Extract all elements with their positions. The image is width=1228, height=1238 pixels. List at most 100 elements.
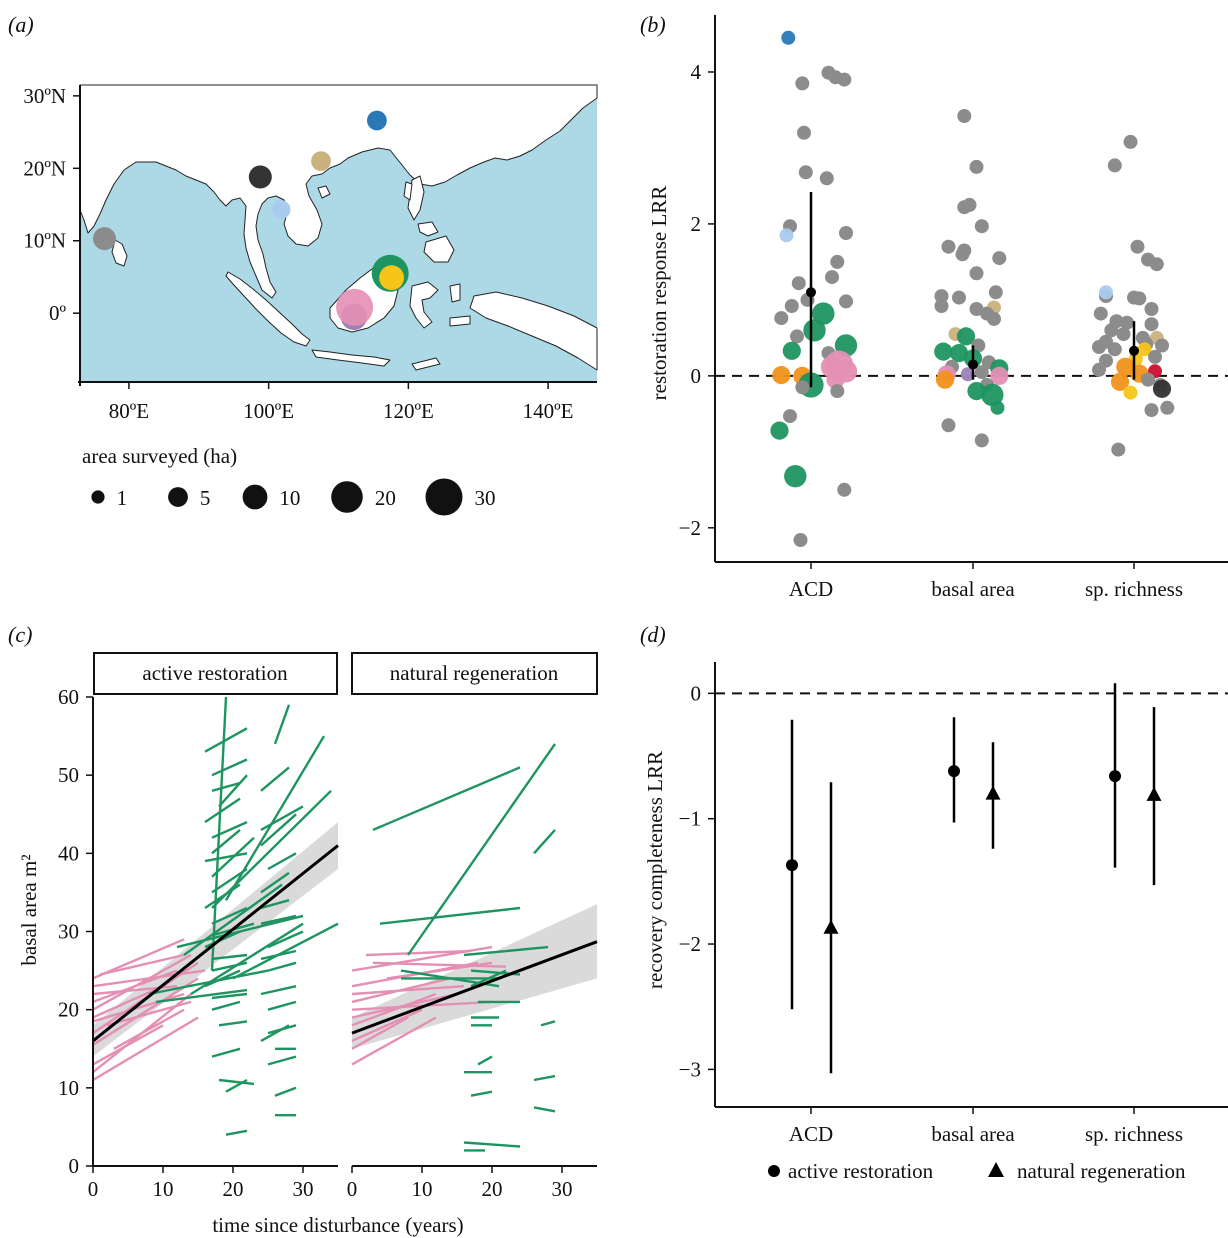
site-marker [311, 151, 331, 172]
estimate-triangle [823, 919, 839, 934]
site-trajectory-pink [365, 949, 472, 957]
site-trajectory-green [211, 781, 241, 792]
map-axes: 80ºE 100ºE 120ºE 140ºE 30ºN 20ºN 10ºN 0º [23, 84, 597, 423]
panel-c-x-tick-label: 30 [293, 1177, 314, 1201]
panel-c-x-tick-label: 20 [223, 1177, 244, 1201]
panel-c-y-tick-label: 10 [58, 1076, 79, 1100]
site-trajectory-green [273, 704, 291, 745]
panel-c-basal-area-trajectories: active restoration natural regeneration … [17, 652, 598, 1237]
panel-d-category-label: sp. richness [1085, 1122, 1183, 1146]
panel-b-points [770, 30, 1175, 547]
land-taiwan [403, 181, 413, 201]
response-point [941, 239, 956, 254]
site-trajectory-green [218, 1020, 248, 1027]
response-point [1093, 306, 1108, 321]
size-legend-label: 30 [475, 486, 496, 510]
site-trajectory-green [218, 774, 248, 808]
panel-c-axes: 0 10 20 30 0 10 20 30 0 10 20 30 40 50 60 [58, 685, 597, 1201]
estimate-circle [1109, 770, 1121, 783]
panel-d-legend: active restoration natural regeneration [768, 1159, 1186, 1183]
land-mainland-asia [79, 84, 598, 299]
panel-c-x-tick-label: 0 [88, 1177, 99, 1201]
response-point [1116, 327, 1131, 342]
site-trajectory-green [204, 852, 248, 863]
response-point [967, 382, 986, 401]
response-point [1148, 349, 1162, 364]
site-trajectory-green [211, 906, 248, 925]
size-legend-circle [242, 484, 268, 510]
response-point [1111, 442, 1126, 457]
map-y-tick-label: 0º [49, 301, 67, 325]
response-point [1107, 158, 1122, 173]
response-point [974, 219, 989, 234]
site-trajectory-green [260, 1024, 290, 1042]
response-point [934, 299, 949, 313]
site-trajectory-green [463, 945, 549, 957]
site-trajectory-pink [351, 1008, 423, 1042]
size-legend-label: 5 [200, 486, 211, 510]
panel-b-restoration-response: restoration response LRR −2 0 2 4 ACD basal a… [647, 15, 1228, 601]
map-area [79, 84, 598, 382]
response-point [784, 465, 807, 488]
panel-b-axes: −2 0 2 4 ACD basal area sp. richness [679, 15, 1228, 601]
site-trajectory-pink [351, 1016, 437, 1066]
land-halmahera [449, 283, 461, 303]
panel-c-x-axis-title: time since disturbance (years) [212, 1213, 463, 1237]
panel-b-y-tick-label: 4 [691, 60, 702, 84]
panel-c-y-tick-label: 0 [69, 1154, 80, 1178]
response-point [992, 251, 1007, 266]
facet-strip-box [93, 652, 338, 695]
response-point [839, 294, 853, 309]
response-point [1160, 400, 1175, 415]
response-point [974, 365, 989, 380]
legend-triangle-icon [988, 1162, 1004, 1177]
response-point [1144, 403, 1159, 418]
response-point [957, 109, 972, 123]
land-seram [449, 315, 471, 327]
panel-c-x-tick-label: 10 [412, 1177, 433, 1201]
response-point [969, 302, 984, 316]
panel-c-x-tick-label: 0 [347, 1177, 358, 1201]
response-point [1092, 340, 1106, 354]
site-trajectory-pink [92, 985, 164, 1019]
response-point [791, 276, 806, 291]
panel-b-y-axis-title: restoration response LRR [647, 186, 671, 401]
size-legend-title: area surveyed (ha) [82, 444, 237, 468]
site-trajectory-pink [351, 1016, 409, 1050]
site-trajectory-pink [106, 1000, 192, 1027]
estimate-circle [786, 859, 798, 872]
site-trajectory-pink [92, 1016, 199, 1082]
land-sri-lanka [111, 239, 128, 267]
site-trajectory-green [260, 899, 290, 910]
panel-c-y-axis-title: basal area m² [17, 854, 41, 965]
site-trajectory-green [211, 1047, 241, 1058]
land-sumatra [225, 271, 311, 347]
panel-d-y-tick-label: −1 [679, 807, 701, 831]
response-point [784, 299, 799, 313]
site-trajectory-green [176, 914, 304, 949]
panel-label-d: (d) [640, 622, 666, 647]
land-java [311, 349, 391, 367]
map-y-tick-label: 20ºN [23, 156, 66, 180]
mean-marker [1129, 345, 1139, 356]
panel-d-series [786, 683, 1162, 1074]
estimate-circle [948, 765, 960, 778]
response-point [1130, 239, 1145, 254]
response-point [774, 311, 789, 326]
map-x-tick-label: 120ºE [383, 399, 434, 423]
response-point [1123, 385, 1138, 400]
panel-b-category-label: ACD [789, 577, 833, 601]
land-mindanao [423, 235, 455, 263]
panel-c-y-tick-label: 30 [58, 920, 79, 944]
panel-d-y-tick-label: −3 [679, 1057, 701, 1081]
response-point [803, 319, 826, 342]
response-point [830, 254, 845, 269]
site-trajectory-pink [386, 961, 493, 980]
site-trajectory-pink [351, 985, 465, 996]
response-point [957, 200, 972, 215]
panel-c-y-tick-label: 50 [58, 763, 79, 787]
land-sulawesi [409, 281, 439, 329]
response-point [798, 165, 813, 180]
facet-strip-active: active restoration [93, 652, 338, 695]
response-point [812, 302, 835, 325]
